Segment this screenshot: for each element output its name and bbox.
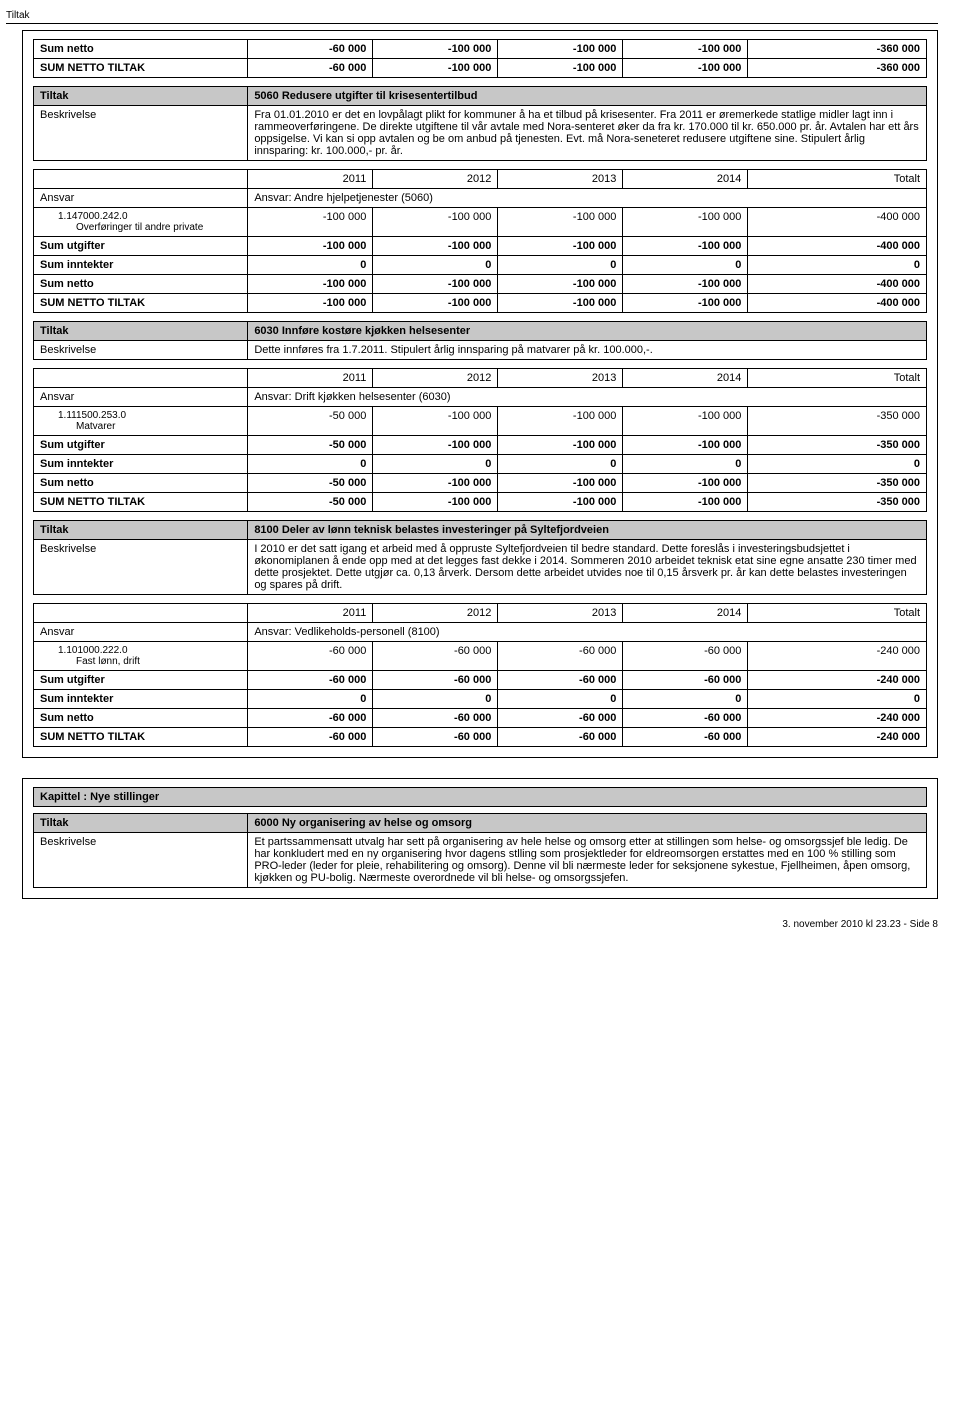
tiltak-5060-table: 2011 2012 2013 2014 Totalt Ansvar Ansvar… bbox=[33, 169, 927, 313]
tiltak-label: Tiltak bbox=[34, 814, 248, 833]
sum-netto-tiltak-label: SUM NETTO TILTAK bbox=[34, 59, 248, 78]
ansvar-row: Ansvar Ansvar: Andre hjelpetjenester (50… bbox=[34, 189, 927, 208]
tiltak-5060-header: Tiltak 5060 Redusere utgifter til krises… bbox=[33, 86, 927, 161]
ansvar-row: Ansvar Ansvar: Drift kjøkken helsesenter… bbox=[34, 388, 927, 407]
sum-utgifter-row: Sum utgifter -60 000 -60 000 -60 000 -60… bbox=[34, 671, 927, 690]
sum-inntekter-row: Sum inntekter 0 0 0 0 0 bbox=[34, 455, 927, 474]
tiltak-title: 6030 Innføre kostøre kjøkken helsesenter bbox=[248, 322, 927, 341]
tiltak-label: Tiltak bbox=[34, 87, 248, 106]
line-text: Fast lønn, drift bbox=[40, 656, 241, 667]
beskrivelse-label: Beskrivelse bbox=[34, 540, 248, 595]
kapittel-row: Kapittel : Nye stillinger bbox=[34, 788, 927, 807]
tiltak-6030-header: Tiltak 6030 Innføre kostøre kjøkken hels… bbox=[33, 321, 927, 360]
line-code: 1.147000.242.0 bbox=[40, 211, 241, 222]
ansvar-label: Ansvar bbox=[34, 189, 248, 208]
divider bbox=[6, 23, 938, 24]
sum-netto-tiltak-row: SUM NETTO TILTAK -60 000 -60 000 -60 000… bbox=[34, 728, 927, 747]
kapittel-table: Kapittel : Nye stillinger bbox=[33, 787, 927, 807]
tiltak-label: Tiltak bbox=[34, 322, 248, 341]
main-box-1: Sum netto -60 000 -100 000 -100 000 -100… bbox=[22, 30, 938, 758]
tiltak-header-row: Tiltak 6000 Ny organisering av helse og … bbox=[34, 814, 927, 833]
tiltak-8100-header: Tiltak 8100 Deler av lønn teknisk belast… bbox=[33, 520, 927, 595]
totalt-label: Totalt bbox=[748, 170, 927, 189]
line-item-row: 1.147000.242.0 Overføringer til andre pr… bbox=[34, 208, 927, 237]
sum-netto-row: Sum netto -100 000 -100 000 -100 000 -10… bbox=[34, 275, 927, 294]
ansvar-row: Ansvar Ansvar: Vedlikeholds-personell (8… bbox=[34, 623, 927, 642]
ansvar-value: Ansvar: Andre hjelpetjenester (5060) bbox=[248, 189, 927, 208]
page-title: Tiltak bbox=[6, 8, 938, 23]
year-header-row: 2011 2012 2013 2014 Totalt bbox=[34, 170, 927, 189]
beskrivelse-text: I 2010 er det satt igang et arbeid med å… bbox=[248, 540, 927, 595]
sum-utgifter-row: Sum utgifter -50 000 -100 000 -100 000 -… bbox=[34, 436, 927, 455]
table-row: Sum netto -60 000 -100 000 -100 000 -100… bbox=[34, 40, 927, 59]
sum-netto-tiltak-row: SUM NETTO TILTAK -50 000 -100 000 -100 0… bbox=[34, 493, 927, 512]
sum-utgifter-row: Sum utgifter -100 000 -100 000 -100 000 … bbox=[34, 237, 927, 256]
sum-inntekter-row: Sum inntekter 0 0 0 0 0 bbox=[34, 690, 927, 709]
beskrivelse-row: Beskrivelse Fra 01.01.2010 er det en lov… bbox=[34, 106, 927, 161]
sum-netto-row: Sum netto -50 000 -100 000 -100 000 -100… bbox=[34, 474, 927, 493]
tiltak-header-row: Tiltak 6030 Innføre kostøre kjøkken hels… bbox=[34, 322, 927, 341]
year-header-row: 2011 2012 2013 2014 Totalt bbox=[34, 369, 927, 388]
tiltak-8100-table: 2011 2012 2013 2014 Totalt Ansvar Ansvar… bbox=[33, 603, 927, 747]
beskrivelse-text: Dette innføres fra 1.7.2011. Stipulert å… bbox=[248, 341, 927, 360]
top-sum-table: Sum netto -60 000 -100 000 -100 000 -100… bbox=[33, 39, 927, 78]
table-row: SUM NETTO TILTAK -60 000 -100 000 -100 0… bbox=[34, 59, 927, 78]
sum-netto-label: Sum netto bbox=[34, 40, 248, 59]
line-text: Matvarer bbox=[40, 421, 241, 432]
sum-netto-row: Sum netto -60 000 -60 000 -60 000 -60 00… bbox=[34, 709, 927, 728]
sum-netto-tiltak-row: SUM NETTO TILTAK -100 000 -100 000 -100 … bbox=[34, 294, 927, 313]
page-footer: 3. november 2010 kl 23.23 - Side 8 bbox=[22, 919, 938, 930]
beskrivelse-text: Fra 01.01.2010 er det en lovpålagt plikt… bbox=[248, 106, 927, 161]
beskrivelse-label: Beskrivelse bbox=[34, 833, 248, 888]
tiltak-title: 5060 Redusere utgifter til krisesenterti… bbox=[248, 87, 927, 106]
tiltak-header-row: Tiltak 5060 Redusere utgifter til krises… bbox=[34, 87, 927, 106]
kapittel-title: Kapittel : Nye stillinger bbox=[34, 788, 927, 807]
tiltak-title: 8100 Deler av lønn teknisk belastes inve… bbox=[248, 521, 927, 540]
beskrivelse-label: Beskrivelse bbox=[34, 341, 248, 360]
year-header-row: 2011 2012 2013 2014 Totalt bbox=[34, 604, 927, 623]
line-item-row: 1.101000.222.0 Fast lønn, drift -60 000 … bbox=[34, 642, 927, 671]
beskrivelse-row: Beskrivelse I 2010 er det satt igang et … bbox=[34, 540, 927, 595]
tiltak-label: Tiltak bbox=[34, 521, 248, 540]
line-code: 1.101000.222.0 bbox=[40, 645, 241, 656]
tiltak-title: 6000 Ny organisering av helse og omsorg bbox=[248, 814, 927, 833]
beskrivelse-text: Et partssammensatt utvalg har sett på or… bbox=[248, 833, 927, 888]
line-text: Overføringer til andre private bbox=[40, 222, 241, 233]
sum-inntekter-row: Sum inntekter 0 0 0 0 0 bbox=[34, 256, 927, 275]
tiltak-6030-table: 2011 2012 2013 2014 Totalt Ansvar Ansvar… bbox=[33, 368, 927, 512]
beskrivelse-label: Beskrivelse bbox=[34, 106, 248, 161]
line-item-row: 1.111500.253.0 Matvarer -50 000 -100 000… bbox=[34, 407, 927, 436]
tiltak-6000-header: Tiltak 6000 Ny organisering av helse og … bbox=[33, 813, 927, 888]
line-code: 1.111500.253.0 bbox=[40, 410, 241, 421]
tiltak-header-row: Tiltak 8100 Deler av lønn teknisk belast… bbox=[34, 521, 927, 540]
beskrivelse-row: Beskrivelse Et partssammensatt utvalg ha… bbox=[34, 833, 927, 888]
main-box-2: Kapittel : Nye stillinger Tiltak 6000 Ny… bbox=[22, 778, 938, 899]
beskrivelse-row: Beskrivelse Dette innføres fra 1.7.2011.… bbox=[34, 341, 927, 360]
